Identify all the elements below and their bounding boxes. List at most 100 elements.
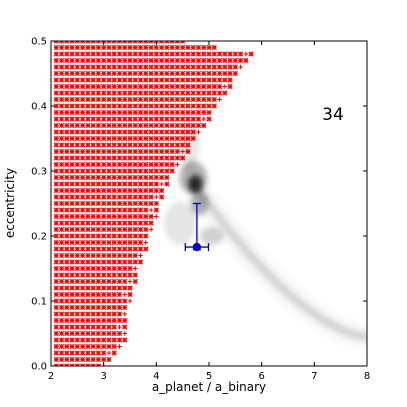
unstable-marker: [164, 122, 170, 129]
unstable-marker: [69, 343, 75, 350]
unstable-marker: [74, 148, 80, 155]
unstable-marker: [116, 337, 123, 343]
unstable-marker: [127, 116, 133, 122]
unstable-marker: [53, 298, 59, 304]
unstable-marker: [58, 330, 65, 337]
unstable-marker: [85, 291, 91, 298]
unstable-marker: [64, 226, 70, 233]
unstable-marker: [64, 174, 70, 181]
unstable-marker: [216, 90, 223, 96]
unstable-marker: [133, 266, 138, 271]
unstable-marker: [122, 181, 128, 187]
unstable-marker: [58, 168, 65, 174]
unstable-marker: [74, 168, 80, 174]
unstable-marker: [90, 168, 96, 174]
unstable-marker: [180, 83, 186, 90]
unstable-marker: [58, 220, 65, 226]
unstable-marker: [106, 129, 112, 135]
unstable-marker: [64, 259, 70, 265]
unstable-marker: [53, 278, 59, 285]
unstable-marker: [64, 304, 70, 311]
unstable-marker: [58, 246, 65, 252]
unstable-marker: [101, 200, 107, 207]
unstable-marker: [85, 311, 91, 317]
unstable-marker: [74, 291, 80, 298]
unstable-marker: [148, 168, 154, 174]
unstable-marker: [116, 304, 123, 311]
unstable-marker: [132, 129, 138, 135]
unstable-marker: [148, 174, 154, 181]
unstable-marker: [227, 57, 233, 64]
unstable-marker: [58, 252, 65, 259]
unstable-marker: [95, 129, 101, 135]
unstable-marker: [85, 265, 91, 272]
unstable-marker: [74, 77, 80, 83]
unstable-marker: [127, 135, 133, 142]
unstable-marker: [116, 187, 123, 194]
unstable-marker: [58, 83, 65, 90]
unstable-marker: [201, 51, 207, 57]
unstable-marker: [74, 83, 80, 90]
unstable-marker: [232, 64, 238, 70]
unstable-marker: [101, 96, 107, 103]
unstable-marker: [127, 155, 133, 161]
unstable-marker: [58, 77, 65, 83]
unstable-marker: [80, 142, 86, 148]
unstable-marker: [122, 331, 127, 336]
unstable-marker: [122, 135, 128, 142]
unstable-marker: [143, 135, 149, 142]
unstable-marker: [143, 168, 149, 174]
unstable-marker: [101, 129, 107, 135]
unstable-marker: [116, 96, 123, 103]
unstable-marker: [122, 239, 128, 246]
unstable-marker: [95, 233, 101, 239]
unstable-marker: [53, 44, 59, 51]
unstable-marker: [106, 200, 112, 207]
unstable-marker: [69, 116, 75, 122]
unstable-marker: [106, 278, 112, 285]
unstable-marker: [116, 213, 123, 220]
unstable-marker: [195, 44, 202, 51]
unstable-marker: [58, 70, 65, 77]
unstable-marker: [153, 168, 159, 174]
unstable-marker: [90, 109, 96, 116]
unstable-marker: [164, 161, 170, 168]
unstable-marker: [106, 330, 112, 337]
unstable-marker: [85, 181, 91, 187]
unstable-marker: [85, 148, 91, 155]
unstable-marker: [116, 239, 123, 246]
unstable-marker: [74, 44, 80, 51]
unstable-marker: [58, 285, 65, 291]
unstable-marker: [122, 324, 128, 330]
unstable-marker: [85, 298, 91, 304]
unstable-marker: [69, 103, 75, 109]
unstable-marker: [153, 187, 159, 194]
unstable-marker: [127, 246, 133, 252]
unstable-marker: [69, 142, 75, 148]
y-tick-label: 0.0: [31, 362, 47, 373]
unstable-marker: [169, 70, 175, 77]
unstable-marker: [159, 57, 165, 64]
unstable-marker: [132, 233, 138, 239]
unstable-marker: [206, 116, 212, 122]
x-tick-label: 3: [100, 371, 106, 382]
unstable-marker: [85, 83, 91, 90]
unstable-marker: [111, 324, 117, 330]
unstable-marker: [64, 90, 70, 96]
unstable-marker: [222, 64, 228, 70]
unstable-marker: [95, 142, 101, 148]
unstable-marker: [137, 200, 144, 207]
unstable-marker: [185, 44, 191, 51]
unstable-marker: [85, 207, 91, 213]
unstable-marker: [80, 155, 86, 161]
unstable-marker: [143, 200, 149, 207]
unstable-marker: [180, 51, 186, 57]
unstable-marker: [101, 350, 107, 356]
unstable-marker: [111, 116, 117, 122]
unstable-marker: [90, 64, 96, 70]
unstable-marker: [132, 116, 138, 122]
unstable-marker: [159, 142, 165, 148]
unstable-marker: [164, 109, 170, 116]
unstable-marker: [101, 70, 107, 77]
